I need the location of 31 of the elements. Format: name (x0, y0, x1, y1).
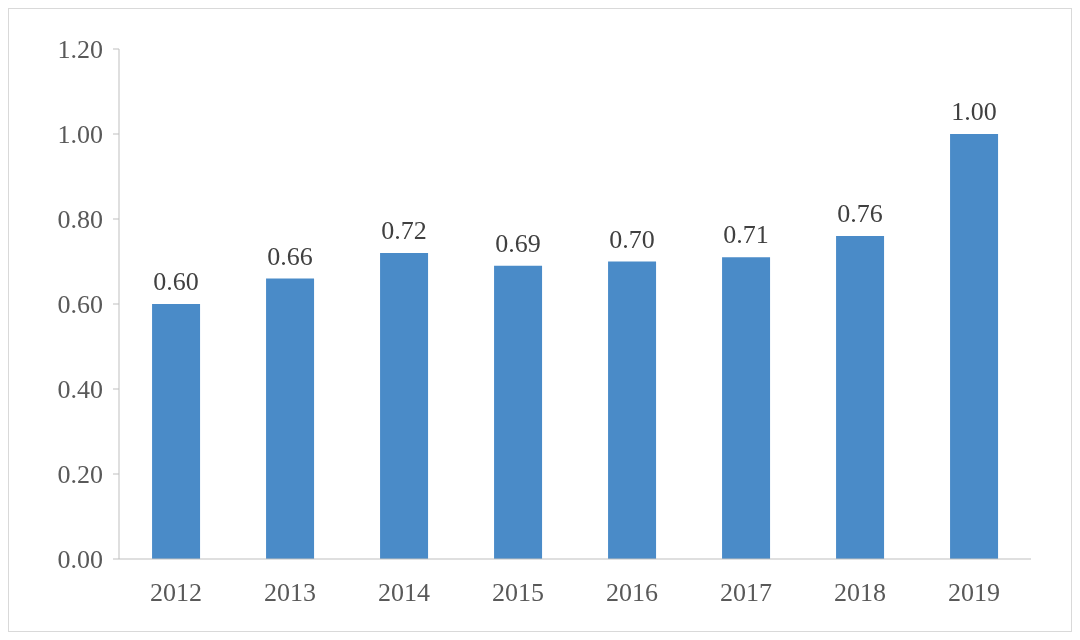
bar (266, 278, 315, 559)
data-label: 0.71 (723, 220, 769, 250)
bar (380, 253, 429, 559)
y-tick-label: 0.40 (57, 375, 103, 405)
data-label: 0.66 (267, 241, 313, 271)
bar (494, 265, 543, 559)
x-tick-label: 2018 (834, 578, 886, 608)
y-tick-label: 0.80 (57, 205, 103, 235)
bar (722, 257, 771, 559)
bar (950, 134, 999, 559)
y-tick-label: 1.20 (57, 35, 103, 65)
data-label: 0.70 (609, 224, 655, 254)
x-tick-label: 2016 (606, 578, 658, 608)
bar (608, 261, 657, 559)
bar (836, 236, 885, 559)
x-tick-label: 2013 (264, 578, 316, 608)
x-tick-label: 2019 (948, 578, 1000, 608)
x-tick-label: 2014 (378, 578, 430, 608)
y-tick-label: 0.00 (57, 545, 103, 575)
bar (152, 304, 201, 559)
data-label: 0.72 (381, 216, 427, 245)
data-label: 0.60 (153, 267, 199, 296)
data-label: 1.00 (951, 97, 997, 126)
data-label: 0.69 (495, 228, 541, 258)
x-tick-label: 2015 (492, 578, 544, 608)
x-tick-label: 2017 (720, 578, 772, 608)
y-tick-label: 0.20 (57, 460, 103, 490)
y-tick-label: 0.60 (57, 290, 103, 320)
y-tick-label: 1.00 (57, 120, 103, 150)
data-label: 0.76 (837, 199, 883, 228)
x-tick-label: 2012 (150, 578, 202, 608)
